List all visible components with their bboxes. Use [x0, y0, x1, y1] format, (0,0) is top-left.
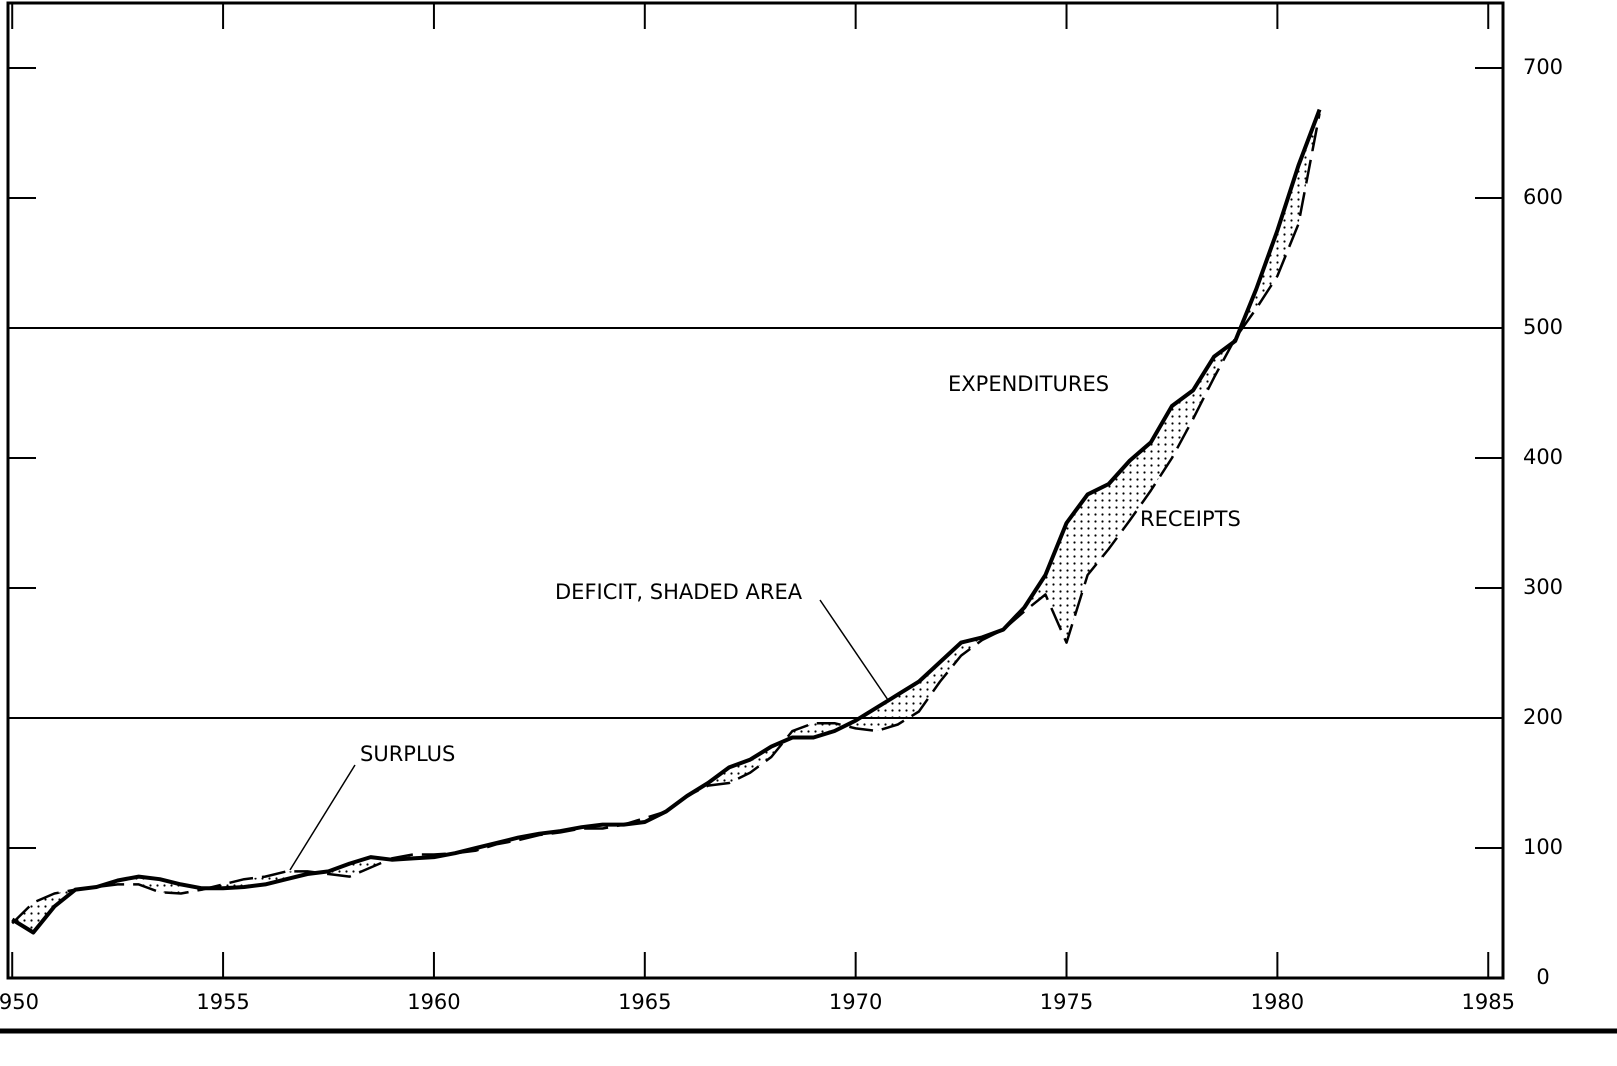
y-tick-label: 700	[1523, 55, 1563, 79]
x-tick-label: 1985	[1462, 990, 1515, 1014]
y-tick-label: 200	[1523, 705, 1563, 729]
annotation: DEFICIT, SHADED AREA	[555, 580, 803, 604]
annotation-arrow	[819, 599, 889, 701]
y-tick-label: 600	[1523, 185, 1563, 209]
x-tick-label: 1975	[1040, 990, 1093, 1014]
x-tick-label: 1950	[0, 990, 39, 1014]
x-tick-label: 1960	[407, 990, 460, 1014]
x-tick-label: 1970	[829, 990, 882, 1014]
annotation: RECEIPTS	[1140, 507, 1241, 531]
plot-frame	[6, 1, 1505, 980]
deficit-band	[12, 109, 1320, 933]
y-tick-label: 300	[1523, 575, 1563, 599]
y-tick-label: 100	[1523, 835, 1563, 859]
series-line	[11, 113, 1321, 925]
x-tick-label: 1955	[196, 990, 249, 1014]
y-tick-label: 500	[1523, 315, 1563, 339]
annotation-arrow	[289, 764, 356, 871]
annotation: SURPLUS	[360, 742, 455, 766]
y-tick-label: 400	[1523, 445, 1563, 469]
y-tick-label: 0	[1536, 965, 1549, 989]
annotation: EXPENDITURES	[948, 372, 1109, 396]
x-tick-label: 1980	[1251, 990, 1304, 1014]
x-tick-label: 1965	[618, 990, 671, 1014]
